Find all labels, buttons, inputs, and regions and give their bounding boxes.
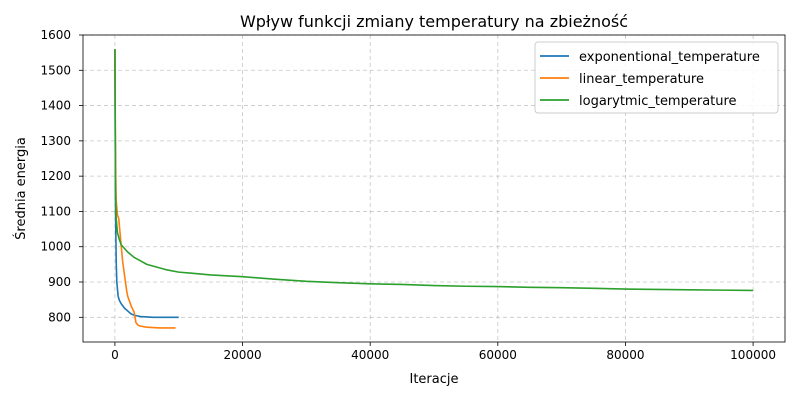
x-tick-label: 60000 [479,348,517,362]
y-tick-label: 1300 [40,134,71,148]
axis-ticks: 0 20000 40000 60000 80000 100000 800 900 1000 110… [40,28,776,362]
y-tick-label: 1100 [40,204,71,218]
legend-box [534,41,779,114]
x-axis-label: Iteracje [410,372,459,387]
y-tick-label: 800 [48,310,71,324]
x-tick-label: 0 [111,348,119,362]
y-tick-label: 1400 [40,99,71,113]
plot-frame [82,34,786,343]
series-line-logarytmic_temperature [114,49,754,292]
x-tick-label: 20000 [223,348,261,362]
series-line-exponentional_temperature [114,49,179,319]
y-tick-label: 1200 [40,169,71,183]
x-tick-label: 40000 [351,348,389,362]
y-axis-label: Średnia energia [13,137,29,240]
y-tick-label: 1600 [40,28,71,42]
x-tick-label: 80000 [606,348,644,362]
legend: exponentional_temperature linear_temperat… [534,41,779,114]
chart-title: Wpływ funkcji zmiany temperatury na zbie… [240,12,628,31]
legend-label: exponentional_temperature [579,50,760,65]
legend-label: logarytmic_temperature [579,94,737,109]
series-line-linear_temperature [114,49,176,329]
y-tick-label: 1500 [40,63,71,77]
series-lines [114,49,754,329]
y-tick-label: 1000 [40,240,71,254]
legend-label: linear_temperature [579,72,704,87]
y-tick-label: 900 [48,275,71,289]
x-tick-label: 100000 [730,348,776,362]
